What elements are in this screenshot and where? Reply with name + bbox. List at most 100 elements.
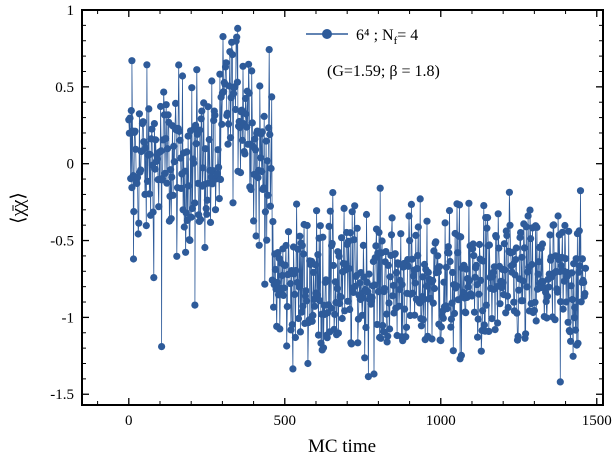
data-point [362,210,371,219]
data-point [388,214,396,222]
data-point [449,347,457,355]
data-point [309,268,318,276]
data-point [359,294,367,302]
data-point [472,261,480,269]
data-point [532,317,540,325]
data-point [254,174,262,182]
data-point [204,103,212,111]
data-point [268,93,276,101]
data-point [145,190,153,198]
data-point [252,232,260,240]
data-point [178,72,187,80]
data-point [298,241,306,249]
data-point [329,189,337,197]
data-point [216,175,225,183]
data-point [126,114,134,122]
data-point [146,150,154,158]
data-point [188,204,196,213]
y-tick-label: -0.5 [50,234,74,250]
data-point [331,310,339,318]
data-point [327,304,335,312]
data-point [283,342,291,350]
data-point [477,347,485,355]
data-point [186,236,194,244]
data-point [319,344,328,352]
data-point [152,136,160,144]
data-point [263,157,271,165]
data-point [513,309,521,317]
data-point [535,258,543,266]
data-point [389,292,397,300]
data-point [382,310,391,318]
data-point [128,57,136,65]
data-point [293,200,301,208]
legend-params: (G=1.59; β = 1.8) [327,63,440,80]
data-point [351,202,359,210]
data-point [523,283,531,291]
data-point [247,185,255,194]
data-point [149,208,157,216]
data-point [543,314,551,322]
data-point [169,191,177,199]
data-point [464,283,472,291]
data-point [488,315,496,323]
data-point [371,281,379,289]
data-point [197,215,205,224]
data-point [407,200,415,208]
data-point [302,287,310,295]
data-point [553,288,562,296]
data-point [203,196,211,204]
data-point [452,282,460,290]
data-point [377,334,385,342]
data-point [267,164,275,173]
data-point [429,299,437,307]
data-point [191,301,199,309]
data-point [575,268,583,276]
data-point [196,126,204,134]
data-point [531,298,539,306]
data-point [350,236,358,244]
data-point [190,159,198,167]
data-point [429,277,437,285]
data-point [142,144,150,152]
data-point [140,138,148,146]
data-point [524,212,532,220]
data-point [340,204,348,212]
data-point [492,233,500,241]
data-point [241,150,249,158]
data-point [445,207,454,215]
data-point [358,311,366,319]
data-point [485,241,493,249]
data-point [414,223,422,231]
data-point [250,217,258,225]
data-point [261,208,269,216]
data-point [578,255,587,263]
data-point [161,169,169,177]
data-point [208,77,216,85]
data-point [468,292,476,300]
data-point [465,277,474,285]
data-point [462,265,470,273]
data-point [430,247,438,255]
data-point [233,33,241,41]
data-point [572,255,580,263]
data-point [447,315,455,323]
data-point [303,221,311,230]
data-point [559,305,567,313]
data-point [565,227,573,235]
data-point [384,332,392,340]
data-point [323,334,331,342]
data-point [319,233,327,241]
data-point [475,240,484,249]
data-point [442,263,450,271]
data-point [224,140,232,148]
data-point [313,291,321,299]
data-point [135,110,143,118]
data-point [437,323,445,331]
data-point [494,210,502,218]
data-point [550,221,558,229]
data-point [440,278,448,286]
data-point [137,166,145,174]
data-point [185,182,193,190]
data-point [491,326,499,334]
